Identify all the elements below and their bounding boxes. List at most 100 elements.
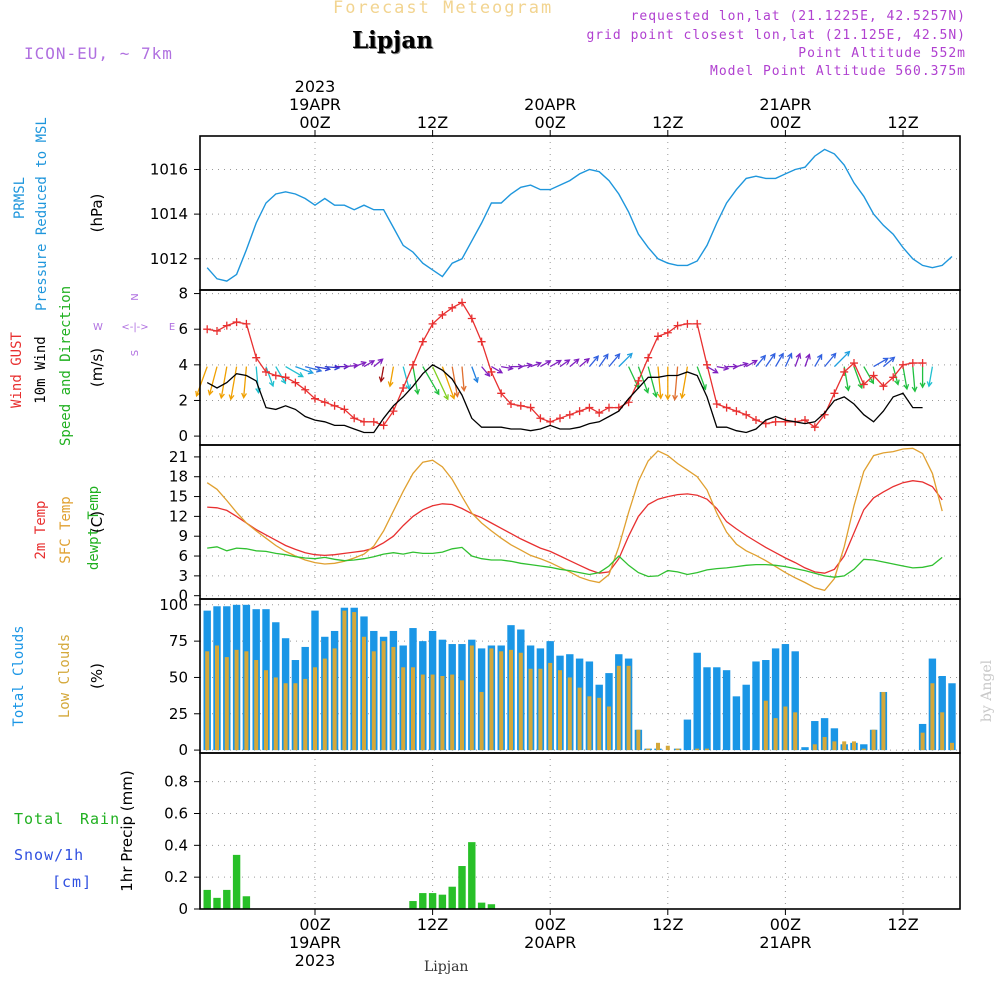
wind-gust-marker bbox=[889, 373, 898, 382]
wind-gust-marker bbox=[271, 371, 280, 380]
wind-gust-marker bbox=[222, 321, 231, 330]
temperature-ytick-label: 21 bbox=[169, 448, 188, 466]
precip-bar bbox=[232, 854, 241, 909]
wind-arrow bbox=[389, 366, 395, 387]
precip-bar bbox=[409, 901, 417, 909]
top-hour-label: 12Z bbox=[887, 113, 918, 132]
wind-gust-marker bbox=[663, 328, 672, 337]
wind-arrow-head bbox=[555, 359, 562, 366]
wind-arrow-head bbox=[535, 361, 543, 368]
low-cloud-bar bbox=[450, 674, 455, 751]
low-cloud-bar bbox=[950, 742, 954, 751]
low-cloud-bar bbox=[920, 732, 925, 751]
wind-arrow bbox=[471, 366, 479, 383]
wind-arrow bbox=[451, 366, 459, 397]
low-cloud-bar bbox=[871, 729, 876, 751]
wind-arrow-head bbox=[378, 376, 385, 383]
low-cloud-bar bbox=[509, 649, 513, 751]
wind-arrow bbox=[745, 359, 758, 368]
wind-arrow-head bbox=[360, 361, 367, 367]
temperature-panel bbox=[194, 444, 961, 600]
wind-gust-marker bbox=[350, 414, 359, 423]
wind-gust-marker bbox=[458, 298, 466, 307]
low-cloud-bar bbox=[812, 744, 817, 751]
wind-arrow bbox=[833, 351, 850, 368]
low-cloud-bar bbox=[234, 649, 239, 751]
location-title: Lipjan bbox=[352, 27, 433, 54]
wind-gust-marker bbox=[369, 417, 378, 426]
wind-gust-marker bbox=[732, 407, 741, 416]
wind-gust-marker bbox=[781, 417, 790, 426]
wind-arrow bbox=[230, 366, 238, 400]
low-cloud-bar bbox=[411, 667, 415, 751]
wind-arrow bbox=[265, 366, 274, 387]
low-cloud-bar bbox=[852, 741, 856, 751]
wind-gust-marker bbox=[644, 353, 653, 362]
wind-gust-marker bbox=[203, 325, 212, 334]
wind-arrow bbox=[814, 354, 823, 367]
wind-arrow bbox=[716, 365, 729, 370]
total-cloud-bar bbox=[791, 651, 799, 751]
wind-arrow bbox=[784, 353, 793, 367]
precipitation-ylabel: 1hr Precip (mm) bbox=[118, 770, 136, 891]
wind-gust-marker bbox=[291, 378, 300, 387]
wind-arrow bbox=[243, 366, 248, 398]
wind-arrow-head bbox=[679, 392, 686, 400]
low-cloud-bar bbox=[930, 683, 935, 751]
top-date-label: 19APR bbox=[289, 95, 341, 114]
wind-arrow-head bbox=[844, 350, 851, 357]
temperature-ylabel: (C) bbox=[88, 511, 106, 533]
wind-arrow bbox=[461, 366, 465, 391]
low-cloud-bar bbox=[391, 646, 396, 751]
wind-arrow-head bbox=[526, 362, 533, 369]
bottom-hour-label: 00Z bbox=[299, 915, 330, 934]
low-cloud-bar bbox=[763, 700, 768, 751]
low-cloud-bar bbox=[773, 718, 778, 751]
compass-east: E bbox=[169, 322, 175, 333]
bottom-year-label: 2023 bbox=[295, 951, 336, 970]
wind-arrow-head bbox=[496, 368, 504, 374]
wind-arrow-head bbox=[219, 392, 225, 400]
top-hour-label: 00Z bbox=[770, 113, 801, 132]
wind-arrow bbox=[520, 364, 532, 368]
wind-arrow-head bbox=[603, 353, 609, 360]
precip-bar bbox=[487, 904, 496, 909]
total-cloud-bar bbox=[860, 744, 868, 751]
precip-bar bbox=[458, 866, 466, 909]
low-cloud-bar bbox=[430, 674, 435, 751]
wind-gust-marker bbox=[301, 385, 310, 394]
wind-ytick-label: 0 bbox=[178, 427, 188, 445]
wind-gust-marker bbox=[409, 360, 417, 369]
wind-arrow bbox=[765, 353, 776, 367]
grid-point-coords: grid point closest lon,lat (21.125E, 42.… bbox=[586, 28, 966, 43]
low-cloud-bar bbox=[636, 729, 641, 751]
pressure-ytick-label: 1016 bbox=[150, 160, 188, 178]
wind-gust-marker bbox=[634, 376, 643, 385]
wind-arrow bbox=[736, 363, 748, 368]
wind-arrow bbox=[873, 357, 889, 368]
wind-gust-marker bbox=[320, 398, 329, 407]
temperature-ytick-label: 12 bbox=[169, 507, 188, 525]
bottom-hour-label: 12Z bbox=[652, 915, 683, 934]
total-cloud-bar bbox=[771, 648, 780, 751]
low-cloud-bar bbox=[499, 651, 504, 751]
precip-bar bbox=[477, 902, 486, 909]
precipitation-ytick-label: 0.8 bbox=[164, 773, 188, 791]
clouds-ytick-label: 100 bbox=[159, 596, 188, 614]
clouds-ytick-label: 0 bbox=[178, 741, 188, 759]
wind-arrow bbox=[902, 366, 908, 390]
wind-gust-marker bbox=[448, 303, 457, 312]
wind-gust-marker bbox=[477, 337, 486, 346]
total-cloud-bar bbox=[830, 728, 839, 751]
wind-gust-marker bbox=[389, 407, 398, 416]
wind-arrow bbox=[579, 358, 590, 368]
pressure-panel bbox=[194, 135, 961, 291]
wind-gust-marker bbox=[585, 403, 594, 412]
wind-gust-marker bbox=[683, 319, 692, 328]
wind-gust-marker bbox=[859, 380, 868, 389]
wind-arrow bbox=[208, 366, 218, 395]
wind-arrow bbox=[373, 358, 384, 368]
wind-gust-marker bbox=[722, 403, 731, 412]
wind-gust-marker bbox=[438, 310, 447, 319]
wind-arrow-head bbox=[316, 366, 323, 373]
